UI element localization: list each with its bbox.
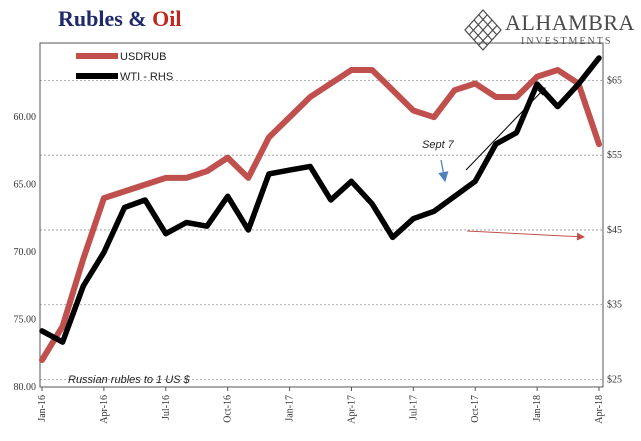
data-point-wti (329, 198, 333, 202)
right-tick-label: $65 (607, 75, 622, 86)
series-layer (39, 55, 602, 363)
left-tick-label: 80.00 (14, 382, 37, 393)
left-axis: 60.00 65.00 70.00 75.00 80.00 (14, 112, 37, 393)
data-point-wti (515, 131, 518, 135)
data-point-wti (391, 235, 395, 239)
data-point-wti (123, 206, 126, 209)
data-point-wti (349, 179, 353, 183)
data-point-usdrub (164, 176, 168, 180)
right-axis: $65 $55 $45 $35 $25 (607, 75, 622, 385)
data-point-wti (288, 168, 292, 172)
data-point-wti (164, 232, 168, 236)
x-tick-label: Jan-18 (532, 395, 543, 422)
data-point-wti (473, 179, 477, 183)
legend-label-wti: WTI - RHS (120, 71, 173, 83)
data-point-wti (370, 202, 374, 206)
data-point-usdrub (432, 115, 436, 119)
data-point-usdrub (61, 324, 65, 328)
x-tick-label: Apr-17 (346, 395, 357, 424)
data-point-usdrub (329, 82, 333, 85)
data-point-wti (61, 340, 65, 344)
x-tick-label: Jan-16 (37, 395, 48, 422)
annotation-arrow-oil-up (465, 87, 546, 171)
data-point-usdrub (81, 257, 85, 261)
data-point-wti (576, 82, 580, 86)
data-point-usdrub (515, 95, 518, 99)
series-line-wti (39, 55, 602, 345)
data-point-wti (102, 250, 106, 254)
right-tick-label: $25 (607, 375, 622, 386)
legend-label-usdrub: USDRUB (120, 51, 166, 63)
data-point-wti (494, 142, 498, 146)
data-point-wti (597, 56, 601, 60)
left-tick-label: 75.00 (14, 315, 37, 326)
x-tick-label: Jul-16 (161, 395, 172, 420)
x-tick-label: Oct-17 (470, 395, 481, 423)
x-tick-label: Apr-18 (594, 395, 605, 424)
data-point-usdrub (349, 68, 353, 72)
data-point-usdrub (246, 176, 250, 180)
data-point-usdrub (205, 169, 209, 173)
legend: USDRUB WTI - RHS (76, 51, 173, 83)
data-point-wti (535, 82, 539, 86)
right-tick-label: $55 (607, 150, 622, 161)
left-tick-label: 70.00 (14, 247, 37, 258)
series-line-usdrub (39, 67, 602, 363)
chart-title: Rubles & Oil (58, 6, 181, 32)
data-point-wti (267, 172, 271, 176)
data-point-wti (205, 224, 209, 228)
data-point-usdrub (226, 156, 230, 160)
data-point-usdrub (308, 95, 312, 99)
data-point-usdrub (597, 142, 601, 146)
chart-title-part1: Rubles & (58, 6, 153, 31)
data-point-usdrub (556, 68, 560, 72)
data-point-usdrub (473, 82, 477, 85)
data-point-usdrub (535, 75, 539, 79)
data-point-wti (556, 105, 560, 109)
data-point-wti (40, 329, 44, 333)
data-point-usdrub (411, 109, 415, 112)
data-point-usdrub (40, 358, 44, 362)
logo-name: ALHAMBRA (505, 10, 635, 35)
data-point-usdrub (102, 196, 106, 200)
plot-frame (39, 42, 604, 388)
data-point-wti (308, 164, 312, 168)
data-point-usdrub (370, 68, 374, 72)
data-point-usdrub (184, 176, 188, 180)
data-point-usdrub (453, 88, 457, 92)
diamond-lattice-icon (464, 9, 502, 51)
data-point-wti (143, 198, 147, 202)
data-point-wti (432, 209, 436, 213)
data-point-wti (453, 194, 457, 198)
x-tick-label: Jan-17 (285, 395, 296, 422)
right-tick-label: $45 (607, 225, 622, 236)
data-point-wti (411, 217, 415, 221)
x-tick-label: Oct-16 (223, 395, 234, 423)
data-point-wti (81, 284, 85, 288)
x-axis: Jan-16 Apr-16 Jul-16 Oct-16 Jan-17 Apr-17 Jul-… (37, 387, 605, 424)
data-point-usdrub (288, 115, 292, 119)
right-tick-label: $35 (607, 300, 622, 311)
logo-subtitle: INVESTMENTS (521, 36, 613, 47)
data-point-wti (184, 221, 188, 224)
data-point-wti (226, 194, 230, 198)
left-tick-label: 60.00 (14, 112, 37, 123)
data-point-usdrub (123, 189, 126, 193)
x-tick-label: Apr-16 (99, 395, 110, 424)
x-tick-label: Jul-17 (408, 395, 419, 420)
data-point-usdrub (143, 183, 147, 187)
left-tick-label: 65.00 (14, 180, 37, 191)
grid (40, 79, 603, 380)
annotation-arrow-ruble-down (466, 230, 585, 241)
company-logo: ALHAMBRA INVESTMENTS (463, 8, 639, 52)
data-point-usdrub (267, 135, 271, 139)
annotation-sept7: Sept 7 (422, 139, 455, 151)
chart-title-part2: Oil (152, 6, 182, 31)
annotation-arrow-sept7 (438, 159, 449, 183)
data-point-wti (246, 228, 250, 232)
annotation-left-axis-note: Russian rubles to 1 US $ (68, 374, 191, 386)
data-point-usdrub (391, 88, 395, 92)
data-point-usdrub (494, 95, 498, 99)
